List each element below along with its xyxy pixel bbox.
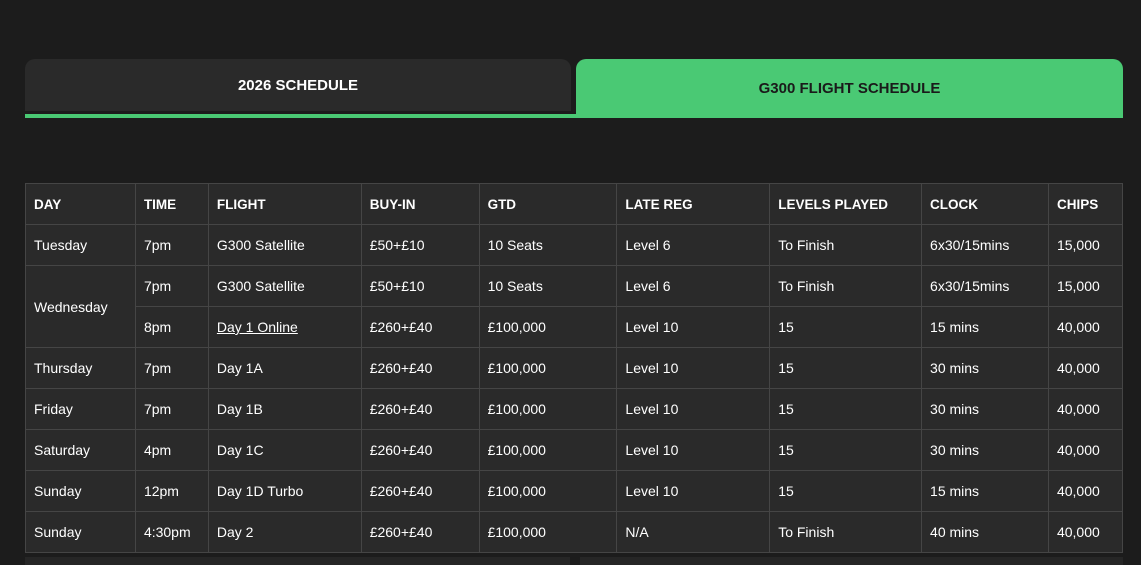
column-header: LEVELS PLAYED xyxy=(769,183,923,225)
day-1-online-link[interactable]: Day 1 Online xyxy=(216,319,298,335)
table-cell: Tuesday xyxy=(25,224,136,266)
table-cell: N/A xyxy=(616,511,771,553)
table-cell: 6x30/15mins xyxy=(921,224,1049,266)
table-cell: 15 xyxy=(769,306,923,348)
table-row: Wednesday 7pm G300 Satellite £50+£10 10 Seat… xyxy=(25,265,1124,348)
table-cell: Level 6 xyxy=(616,265,771,307)
table-cell: 40,000 xyxy=(1047,429,1124,471)
table-cell: Thursday xyxy=(25,347,136,389)
table-cell: 4:30pm xyxy=(134,511,209,553)
table-cell: Wednesday xyxy=(25,265,136,348)
tab-g300-flight-schedule[interactable]: G300 FLIGHT SCHEDULE xyxy=(576,59,1123,118)
table-cell: 15 mins xyxy=(921,306,1049,348)
table-cell: 4pm xyxy=(134,429,209,471)
table-cell: Level 10 xyxy=(616,388,771,430)
table-cell: Level 6 xyxy=(616,224,771,266)
table-cell: 30 mins xyxy=(921,388,1049,430)
column-header: LATE REG xyxy=(616,183,771,225)
flight-schedule-table: DAY TIME FLIGHT BUY-IN GTD LATE REG LEVELS PLA… xyxy=(25,183,1124,553)
table-cell: £100,000 xyxy=(478,429,618,471)
table-cell: To Finish xyxy=(769,265,923,307)
table-cell: Level 10 xyxy=(616,347,771,389)
table-cell: Day 1A xyxy=(207,347,362,389)
tab-2026-schedule[interactable]: 2026 SCHEDULE xyxy=(25,59,571,111)
table-cell: 40,000 xyxy=(1047,347,1124,389)
column-header: FLIGHT xyxy=(207,183,362,225)
footer-panel xyxy=(25,557,570,565)
table-cell: Day 1B xyxy=(207,388,362,430)
table-cell: £260+£40 xyxy=(360,306,480,348)
footer-panel xyxy=(580,557,1123,565)
table-header-row: DAY TIME FLIGHT BUY-IN GTD LATE REG LEVELS PLA… xyxy=(25,183,1124,225)
table-cell: £100,000 xyxy=(478,388,618,430)
table-cell: Sunday xyxy=(25,470,136,512)
table-cell: £260+£40 xyxy=(360,511,480,553)
table-cell: To Finish xyxy=(769,511,923,553)
table-cell: Day 1D Turbo xyxy=(207,470,362,512)
table-cell: 15 xyxy=(769,470,923,512)
table-cell: £260+£40 xyxy=(360,347,480,389)
column-header: TIME xyxy=(134,183,209,225)
table-cell: 30 mins xyxy=(921,347,1049,389)
table-row: Tuesday 7pm G300 Satellite £50+£10 10 Seats L… xyxy=(25,224,1124,266)
table-cell: 7pm xyxy=(134,224,209,266)
table-cell: Day 1C xyxy=(207,429,362,471)
table-cell: 30 mins xyxy=(921,429,1049,471)
table-cell: 15 xyxy=(769,388,923,430)
table-cell: £100,000 xyxy=(478,347,618,389)
table-cell: Level 10 xyxy=(616,470,771,512)
table-cell: G300 Satellite xyxy=(207,265,362,307)
table-cell: £50+£10 xyxy=(360,224,480,266)
table-cell: G300 Satellite xyxy=(207,224,362,266)
table-cell: 8pm xyxy=(134,306,209,348)
column-header: DAY xyxy=(25,183,136,225)
table-cell: Day 2 xyxy=(207,511,362,553)
table-row: Sunday 12pm Day 1D Turbo £260+£40 £100,000 Le… xyxy=(25,470,1124,512)
table-cell: 40,000 xyxy=(1047,511,1124,553)
table-cell: Saturday xyxy=(25,429,136,471)
table-cell: £260+£40 xyxy=(360,429,480,471)
table-cell: 15 mins xyxy=(921,470,1049,512)
table-cell: 7pm xyxy=(134,347,209,389)
table-cell: 7pm xyxy=(134,388,209,430)
table-cell: Level 10 xyxy=(616,306,771,348)
table-cell: 40,000 xyxy=(1047,306,1124,348)
table-cell: 10 Seats xyxy=(478,224,618,266)
table-cell: £260+£40 xyxy=(360,388,480,430)
table-cell: 40,000 xyxy=(1047,388,1124,430)
tab-underline xyxy=(25,114,1123,118)
table-cell: Sunday xyxy=(25,511,136,553)
table-cell: £100,000 xyxy=(478,470,618,512)
table-row: Sunday 4:30pm Day 2 £260+£40 £100,000 N/A To F… xyxy=(25,511,1124,553)
table-cell: 15 xyxy=(769,347,923,389)
table-cell: To Finish xyxy=(769,224,923,266)
column-header: CLOCK xyxy=(921,183,1049,225)
table-cell: 12pm xyxy=(134,470,209,512)
table-cell: 6x30/15mins xyxy=(921,265,1049,307)
column-header: GTD xyxy=(478,183,618,225)
table-cell: 7pm xyxy=(134,265,209,307)
table-cell: 40 mins xyxy=(921,511,1049,553)
table-cell: £100,000 xyxy=(478,306,618,348)
table-cell: 10 Seats xyxy=(478,265,618,307)
table-cell: £50+£10 xyxy=(360,265,480,307)
table-cell: £100,000 xyxy=(478,511,618,553)
table-cell: Level 10 xyxy=(616,429,771,471)
table-cell: 15 xyxy=(769,429,923,471)
table-row: Friday 7pm Day 1B £260+£40 £100,000 Level 10 1… xyxy=(25,388,1124,430)
column-header: CHIPS xyxy=(1047,183,1124,225)
column-header: BUY-IN xyxy=(360,183,480,225)
table-row: Thursday 7pm Day 1A £260+£40 £100,000 Level 1… xyxy=(25,347,1124,389)
table-cell: 15,000 xyxy=(1047,265,1124,307)
table-cell: 15,000 xyxy=(1047,224,1124,266)
table-cell: 40,000 xyxy=(1047,470,1124,512)
table-row: Saturday 4pm Day 1C £260+£40 £100,000 Level 1… xyxy=(25,429,1124,471)
table-row: 8pm Day 1 Online £260+£40 £100,000 Level 10 1… xyxy=(26,306,1124,348)
table-cell: Friday xyxy=(25,388,136,430)
table-cell: £260+£40 xyxy=(360,470,480,512)
schedule-tabs: 2026 SCHEDULE G300 FLIGHT SCHEDULE xyxy=(25,59,1123,118)
table-cell: Day 1 Online xyxy=(207,306,362,348)
